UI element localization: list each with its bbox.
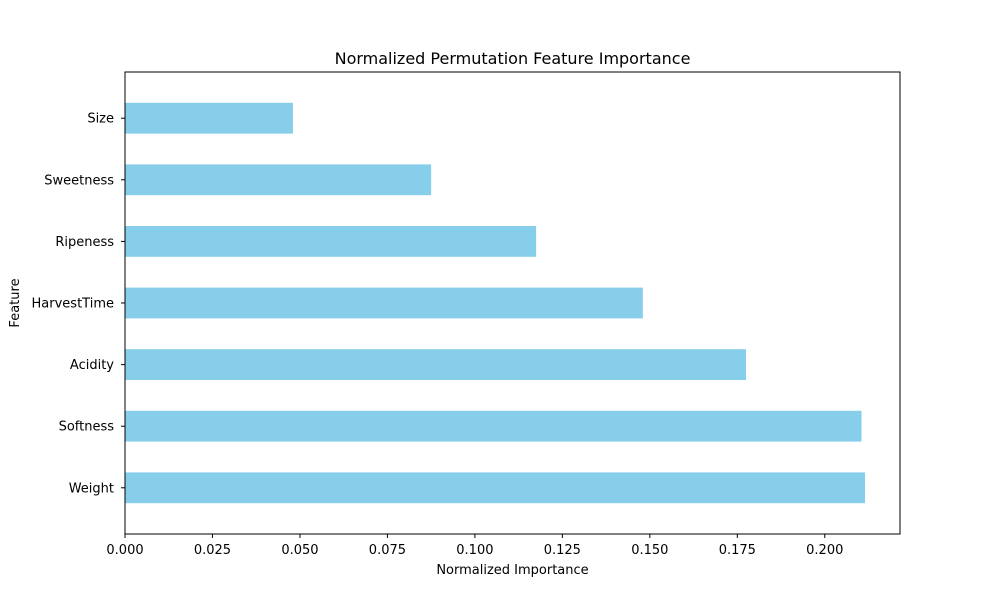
x-tick-label: 0.000 xyxy=(106,543,143,558)
bar-sweetness xyxy=(125,164,432,196)
y-tick-label: Ripeness xyxy=(55,235,114,250)
x-tick-label: 0.175 xyxy=(719,543,756,558)
y-tick-label: HarvestTime xyxy=(32,297,114,312)
x-tick-label: 0.050 xyxy=(281,543,318,558)
y-axis-ticks: Weight Softness Acidity HarvestTime Ripeness… xyxy=(32,112,125,496)
x-tick-label: 0.025 xyxy=(194,543,231,558)
bar-ripeness xyxy=(125,226,537,257)
x-tick-label: 0.200 xyxy=(806,543,843,558)
x-tick-label: 0.075 xyxy=(369,543,406,558)
x-tick-label: 0.125 xyxy=(544,543,581,558)
y-tick-label: Size xyxy=(87,112,114,127)
bar-size xyxy=(125,102,293,134)
y-tick-label: Acidity xyxy=(70,358,114,373)
y-tick-label: Weight xyxy=(69,481,114,496)
bar-weight xyxy=(125,472,866,504)
bar-softness xyxy=(125,410,862,442)
y-axis-label: Feature xyxy=(8,278,23,327)
y-tick-label: Sweetness xyxy=(44,173,114,188)
x-axis-ticks: 0.000 0.025 0.050 0.075 0.100 0.125 0.150 0.175… xyxy=(106,534,843,558)
chart-title: Normalized Permutation Feature Importanc… xyxy=(335,49,691,68)
bar-acidity xyxy=(125,349,747,380)
x-axis-label: Normalized Importance xyxy=(436,563,588,578)
bar-harvesttime xyxy=(125,287,643,319)
x-tick-label: 0.150 xyxy=(631,543,668,558)
x-tick-label: 0.100 xyxy=(456,543,493,558)
y-tick-label: Softness xyxy=(59,420,115,435)
bars xyxy=(125,102,866,504)
